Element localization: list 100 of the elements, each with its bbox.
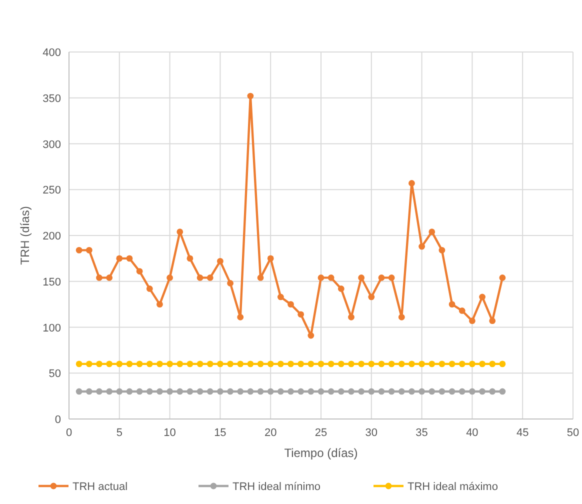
point xyxy=(126,360,133,368)
point xyxy=(388,360,395,368)
x-axis-title: Tiempo (días) xyxy=(284,446,358,460)
point xyxy=(76,246,82,254)
y-tick-label: 50 xyxy=(48,368,61,380)
legend-label: TRH actual xyxy=(72,481,128,493)
point xyxy=(489,388,496,395)
point xyxy=(458,388,466,395)
point xyxy=(267,388,274,395)
point xyxy=(277,294,284,300)
point xyxy=(196,274,204,281)
point xyxy=(408,180,415,186)
point xyxy=(156,388,163,395)
point xyxy=(237,388,244,395)
point xyxy=(448,301,456,308)
point xyxy=(428,228,436,236)
point xyxy=(398,360,405,368)
point xyxy=(378,274,385,281)
point xyxy=(348,360,354,368)
point xyxy=(308,388,314,395)
point xyxy=(76,360,82,368)
point xyxy=(136,360,143,368)
point xyxy=(156,360,163,368)
x-tick-label: 35 xyxy=(416,427,428,439)
point xyxy=(499,360,506,368)
y-axis-title: TRH (días) xyxy=(18,206,32,265)
x-tick-label: 10 xyxy=(164,427,176,439)
point xyxy=(438,360,446,368)
point xyxy=(288,388,294,395)
point xyxy=(479,388,486,395)
point xyxy=(267,255,274,262)
point xyxy=(418,360,425,368)
point xyxy=(338,286,344,292)
point xyxy=(479,360,486,368)
point xyxy=(288,360,294,368)
point xyxy=(106,360,113,368)
point xyxy=(126,255,133,262)
point xyxy=(116,360,123,368)
x-tick-label: 45 xyxy=(516,427,529,439)
point xyxy=(479,294,486,300)
point xyxy=(166,360,173,368)
point xyxy=(438,246,446,254)
point xyxy=(318,388,324,395)
point xyxy=(106,388,113,395)
point xyxy=(196,388,204,395)
point xyxy=(217,360,224,368)
point xyxy=(408,388,415,395)
point xyxy=(176,388,184,395)
point xyxy=(206,274,214,281)
point xyxy=(328,360,334,368)
point xyxy=(288,301,294,308)
point xyxy=(186,360,194,368)
point xyxy=(146,286,153,292)
point xyxy=(277,360,284,368)
point xyxy=(428,388,436,395)
point xyxy=(368,388,375,395)
point xyxy=(156,301,163,308)
point xyxy=(257,360,264,368)
point xyxy=(438,388,446,395)
legend-label: TRH ideal mínimo xyxy=(232,481,321,493)
x-tick-label: 40 xyxy=(466,427,478,439)
y-tick-label: 200 xyxy=(42,230,61,242)
point xyxy=(217,388,224,395)
x-tick-label: 5 xyxy=(116,427,122,439)
point xyxy=(116,388,123,395)
point xyxy=(469,318,476,324)
point xyxy=(348,388,354,395)
point xyxy=(328,388,334,395)
point xyxy=(378,388,385,395)
point xyxy=(146,360,153,368)
point xyxy=(469,388,476,395)
point xyxy=(106,274,113,281)
point xyxy=(217,258,224,264)
point xyxy=(227,388,234,395)
point xyxy=(499,388,506,395)
point xyxy=(237,360,244,368)
point xyxy=(398,388,405,395)
point xyxy=(206,360,214,368)
point xyxy=(458,360,466,368)
point xyxy=(247,92,254,100)
point xyxy=(388,388,395,395)
point xyxy=(338,388,344,395)
x-tick-label: 15 xyxy=(214,427,226,439)
point xyxy=(176,360,184,368)
y-tick-label: 300 xyxy=(42,138,61,151)
point xyxy=(408,360,415,368)
point xyxy=(458,308,466,314)
point xyxy=(227,360,234,368)
point xyxy=(318,360,324,368)
point xyxy=(76,388,82,395)
point xyxy=(368,360,375,368)
x-tick-label: 30 xyxy=(365,427,378,439)
point xyxy=(96,360,102,368)
point xyxy=(176,228,184,236)
point xyxy=(96,388,102,395)
y-tick-label: 100 xyxy=(42,322,61,334)
point xyxy=(136,388,143,395)
point xyxy=(186,255,194,262)
point xyxy=(489,318,496,324)
point xyxy=(96,274,102,281)
